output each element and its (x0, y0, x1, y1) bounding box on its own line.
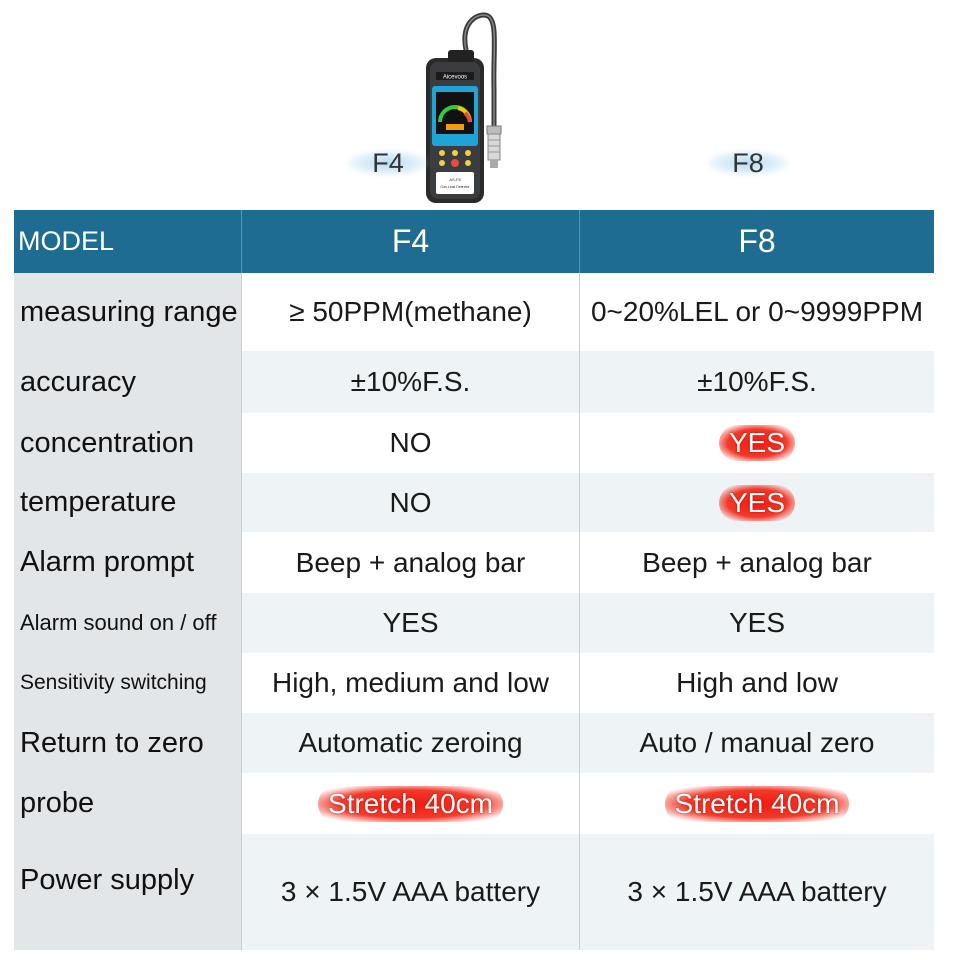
row-label: probe (14, 773, 241, 834)
f8-value-text: Beep + analog bar (642, 546, 872, 578)
f4-value-text: NO (389, 427, 432, 458)
f4-value-text: ≥ 50PPM(methane) (289, 296, 532, 327)
model-tag-f4: F4 (328, 140, 448, 186)
row-label-text: accuracy (20, 365, 137, 398)
table-row-alarm-sound: Alarm sound on / off YES YES (14, 593, 934, 653)
f8-value: ±10%F.S. (580, 351, 934, 413)
f8-value-text: 0~20%LEL or 0~9999PPM (590, 296, 924, 327)
row-label: Sensitivity switching (14, 653, 241, 713)
row-label-text: concentration (20, 426, 195, 459)
svg-text:Gas Leak Detector: Gas Leak Detector (440, 185, 470, 189)
row-label-text: Return to zero (20, 726, 204, 759)
f4-value-text: NO (389, 486, 432, 518)
f8-value-text: YES (728, 607, 786, 638)
header-f4-label: F4 (391, 223, 430, 259)
table-row-measuring-range: measuring range ≥ 50PPM(methane) 0~20%LE… (14, 273, 934, 351)
row-label-text: probe (20, 787, 95, 819)
f4-value-text: ±10%F.S. (350, 366, 471, 397)
f4-value: 3 × 1.5V AAA battery (241, 834, 580, 950)
f8-value-highlight: YES (718, 484, 796, 521)
table-row-return-to-zero: Return to zero Automatic zeroing Auto / … (14, 713, 934, 773)
f8-value: YES (580, 413, 934, 473)
table-row-accuracy: accuracy ±10%F.S. ±10%F.S. (14, 351, 934, 413)
row-label: measuring range (14, 273, 241, 351)
row-label-text: Power supply (20, 864, 195, 896)
f4-value: ≥ 50PPM(methane) (241, 273, 580, 351)
table-row-probe: probe Stretch 40cm Stretch 40cm (14, 773, 934, 834)
f4-value-text: YES (382, 607, 439, 638)
row-label-text: Alarm prompt (20, 546, 195, 578)
f4-value: ±10%F.S. (241, 351, 580, 413)
f8-value: Beep + analog bar (580, 532, 934, 593)
f8-value: 3 × 1.5V AAA battery (580, 834, 934, 950)
f8-value-text: High and low (676, 667, 838, 698)
header-f4: F4 (241, 210, 580, 273)
f4-value: High, medium and low (241, 653, 580, 713)
row-label-text: temperature (20, 486, 177, 518)
table-row-power-supply: Power supply 3 × 1.5V AAA battery 3 × 1.… (14, 834, 934, 950)
f8-value-highlight: YES (718, 425, 796, 461)
row-label: Alarm prompt (14, 532, 241, 593)
f8-value-text: 3 × 1.5V AAA battery (627, 876, 887, 907)
row-label: Power supply (14, 834, 241, 950)
table-row-concentration: concentration NO YES (14, 413, 934, 473)
f8-value-text: ±10%F.S. (697, 366, 817, 397)
f8-value: YES (580, 473, 934, 532)
f8-value-highlight: Stretch 40cm (664, 785, 850, 822)
header-model-label: MODEL (18, 226, 115, 256)
table-header-row: MODEL F4 F8 (14, 210, 934, 273)
f8-value-text: Auto / manual zero (639, 727, 875, 758)
row-label: Return to zero (14, 713, 241, 773)
f8-value: 0~20%LEL or 0~9999PPM (580, 273, 934, 351)
f4-value: NO (241, 473, 580, 532)
f4-value-text: Automatic zeroing (298, 727, 523, 758)
row-label-text: Alarm sound on / off (20, 610, 217, 635)
table-row-sensitivity: Sensitivity switching High, medium and l… (14, 653, 934, 713)
model-tag-f4-label: F4 (372, 147, 404, 178)
row-label: accuracy (14, 351, 241, 413)
f8-value: Auto / manual zero (580, 713, 934, 773)
f8-value: YES (580, 593, 934, 653)
f4-value: YES (241, 593, 580, 653)
row-label: Alarm sound on / off (14, 593, 241, 653)
model-tag-f8: F8 (688, 140, 808, 186)
f4-value: NO (241, 413, 580, 473)
model-tag-f8-label: F8 (732, 147, 764, 178)
row-label-text: Sensitivity switching (20, 671, 207, 694)
header-model: MODEL (14, 210, 241, 273)
f4-value-text: Beep + analog bar (295, 546, 526, 578)
header-f8-label: F8 (738, 223, 776, 259)
f4-value-highlight: Stretch 40cm (318, 785, 503, 822)
f8-value: High and low (580, 653, 934, 713)
f4-value: Stretch 40cm (241, 773, 580, 834)
table-row-temperature: temperature NO YES (14, 473, 934, 532)
f4-value: Beep + analog bar (241, 532, 580, 593)
table-row-alarm-prompt: Alarm prompt Beep + analog bar Beep + an… (14, 532, 934, 593)
f4-value: Automatic zeroing (241, 713, 580, 773)
f4-value-text: 3 × 1.5V AAA battery (280, 876, 541, 907)
f8-value: Stretch 40cm (580, 773, 934, 834)
row-label-text: measuring range (20, 295, 238, 328)
row-label: temperature (14, 473, 241, 532)
svg-text:AS-F8: AS-F8 (449, 177, 461, 182)
row-label: concentration (14, 413, 241, 473)
header-f8: F8 (580, 210, 934, 273)
device-brand-text: Aicevoos (443, 75, 467, 81)
comparison-table: MODEL F4 F8 measuring range ≥ 50PPM(meth… (14, 210, 934, 950)
f4-value-text: High, medium and low (271, 667, 550, 698)
